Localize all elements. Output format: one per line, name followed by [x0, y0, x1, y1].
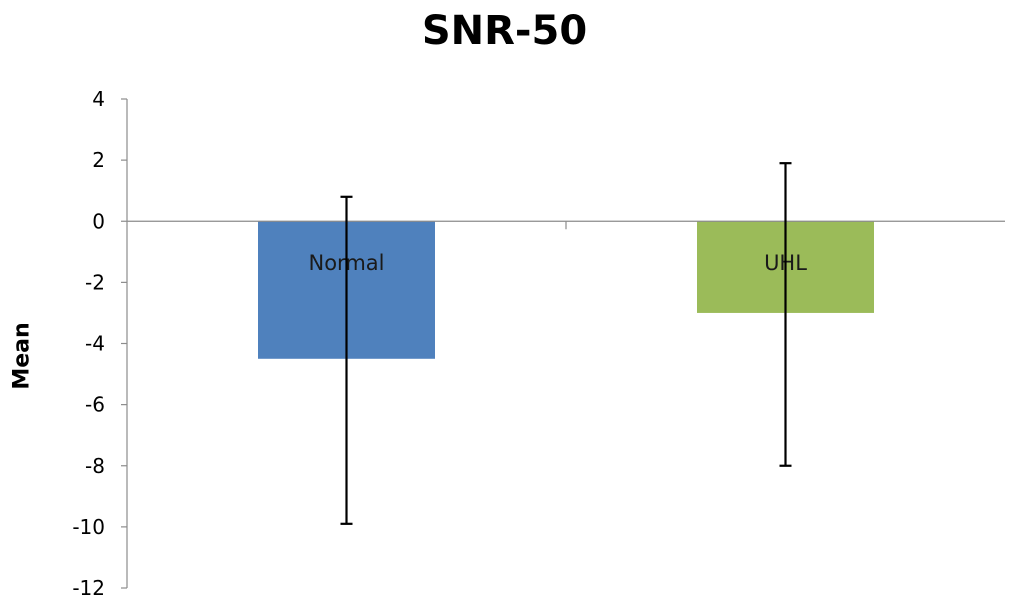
y-tick-label: 2	[92, 148, 105, 172]
y-tick-label: 4	[92, 87, 105, 111]
y-tick-label: -8	[85, 454, 105, 478]
y-tick-label: -10	[72, 515, 105, 539]
y-tick-label: 0	[92, 209, 105, 233]
chart-title: SNR-50	[421, 8, 588, 54]
y-tick-label: -12	[72, 576, 105, 600]
y-tick-label: -4	[85, 332, 105, 356]
y-axis-label: Mean	[9, 322, 35, 390]
y-tick-label: -6	[85, 393, 105, 417]
y-tick-label: -2	[85, 270, 105, 294]
